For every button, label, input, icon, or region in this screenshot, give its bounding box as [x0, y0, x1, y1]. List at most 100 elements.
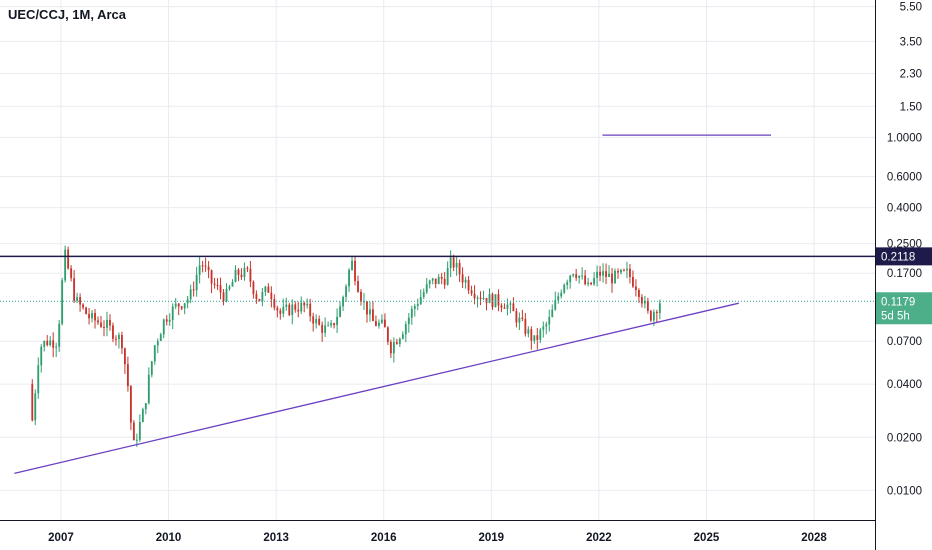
- y-tick-label: 0.0400: [887, 379, 922, 391]
- candle-body: [632, 276, 634, 287]
- candle-body: [614, 270, 616, 284]
- candle-body: [560, 292, 563, 297]
- candle-body: [488, 294, 491, 304]
- candle-body: [132, 422, 135, 441]
- candle-body: [321, 324, 324, 333]
- candle-body: [611, 273, 613, 284]
- candle-body: [153, 345, 156, 362]
- candle-body: [82, 304, 85, 308]
- candle-body: [401, 334, 404, 339]
- candle-body: [189, 289, 192, 300]
- candle-body: [279, 310, 282, 314]
- candle-body: [207, 266, 210, 271]
- candle-body: [141, 409, 144, 423]
- candle-body: [282, 306, 285, 314]
- candle-body: [267, 286, 270, 293]
- candle-body: [219, 285, 222, 293]
- candle-body: [243, 267, 246, 277]
- candle-body: [94, 312, 96, 321]
- candle-body: [446, 268, 449, 285]
- candle-body: [37, 365, 40, 394]
- candle-body: [605, 271, 607, 277]
- candle-body: [485, 298, 488, 304]
- x-tick-label: 2028: [801, 532, 827, 544]
- y-tick-label: 0.1700: [887, 268, 922, 280]
- candle-body: [635, 286, 637, 291]
- candle-body: [112, 325, 114, 339]
- x-axis[interactable]: 2007 2010 2013 2016 2019 2022 2025 2028: [0, 520, 875, 545]
- candle-body: [79, 297, 82, 305]
- candle-body: [55, 346, 58, 348]
- candle-body: [150, 361, 153, 375]
- y-tick-label: 0.0100: [887, 485, 922, 497]
- candle-body: [637, 290, 640, 297]
- candle-body: [410, 308, 413, 318]
- candle-body: [103, 326, 105, 328]
- candle-body: [201, 265, 204, 267]
- candle-body: [551, 309, 554, 317]
- current-price-label: 0.1179: [881, 296, 915, 308]
- candle-body: [398, 338, 401, 344]
- y-tick-label: 2.30: [900, 69, 922, 81]
- candle-body: [599, 271, 601, 276]
- candle-body: [109, 319, 111, 326]
- candle-body: [210, 270, 213, 284]
- candle-body: [285, 304, 288, 307]
- candle-body: [360, 291, 362, 302]
- candle-body: [461, 274, 464, 283]
- candle-body: [336, 316, 339, 326]
- candle-body: [419, 296, 422, 305]
- candle-body: [300, 302, 303, 312]
- candle-body: [192, 289, 195, 291]
- candle-body: [126, 364, 129, 387]
- candle-body: [602, 271, 604, 276]
- candle-body: [237, 269, 240, 275]
- candle-body: [392, 342, 395, 354]
- candle-body: [479, 297, 482, 299]
- candle-body: [168, 319, 171, 322]
- candle-body: [123, 348, 126, 365]
- candle-body: [225, 288, 228, 301]
- candle-body: [482, 298, 485, 300]
- candle-body: [378, 322, 380, 326]
- candle-body: [578, 275, 581, 278]
- candle-body: [67, 249, 70, 269]
- candle-body: [34, 393, 37, 421]
- candle-body: [228, 286, 231, 289]
- candle-body: [43, 340, 46, 347]
- candle-body: [120, 334, 123, 349]
- candle-body: [312, 316, 315, 324]
- x-tick-label: 2010: [156, 532, 182, 544]
- x-tick-label: 2013: [263, 532, 289, 544]
- candle-body: [539, 329, 542, 340]
- candle-body: [31, 384, 34, 421]
- candle-body: [306, 303, 309, 306]
- candle-body: [548, 316, 551, 325]
- candle-body: [590, 282, 593, 285]
- candle-body: [626, 268, 628, 271]
- candle-body: [64, 249, 67, 281]
- candle-body: [557, 296, 560, 301]
- y-axis[interactable]: 5.503.502.301.501.00000.60000.40000.2500…: [875, 0, 932, 550]
- candle-body: [213, 283, 216, 285]
- candle-body: [646, 300, 649, 311]
- candle-body: [165, 319, 168, 322]
- candle-body: [76, 297, 79, 301]
- y-tick-label: 5.50: [900, 2, 922, 14]
- candle-body: [91, 312, 93, 319]
- candle-body: [655, 311, 658, 314]
- candle-body: [159, 334, 162, 342]
- resistance-price-badge: [876, 247, 932, 266]
- candle-body: [327, 325, 330, 327]
- candle-body: [288, 304, 291, 315]
- current-price-badge: [876, 292, 932, 325]
- candle-body: [255, 294, 258, 299]
- candle-body: [527, 329, 530, 334]
- candle-body: [569, 275, 572, 283]
- candle-body: [369, 309, 371, 315]
- candle-body: [342, 296, 344, 307]
- candle-body: [138, 422, 141, 440]
- candle-body: [380, 319, 383, 323]
- candle-body: [315, 318, 318, 324]
